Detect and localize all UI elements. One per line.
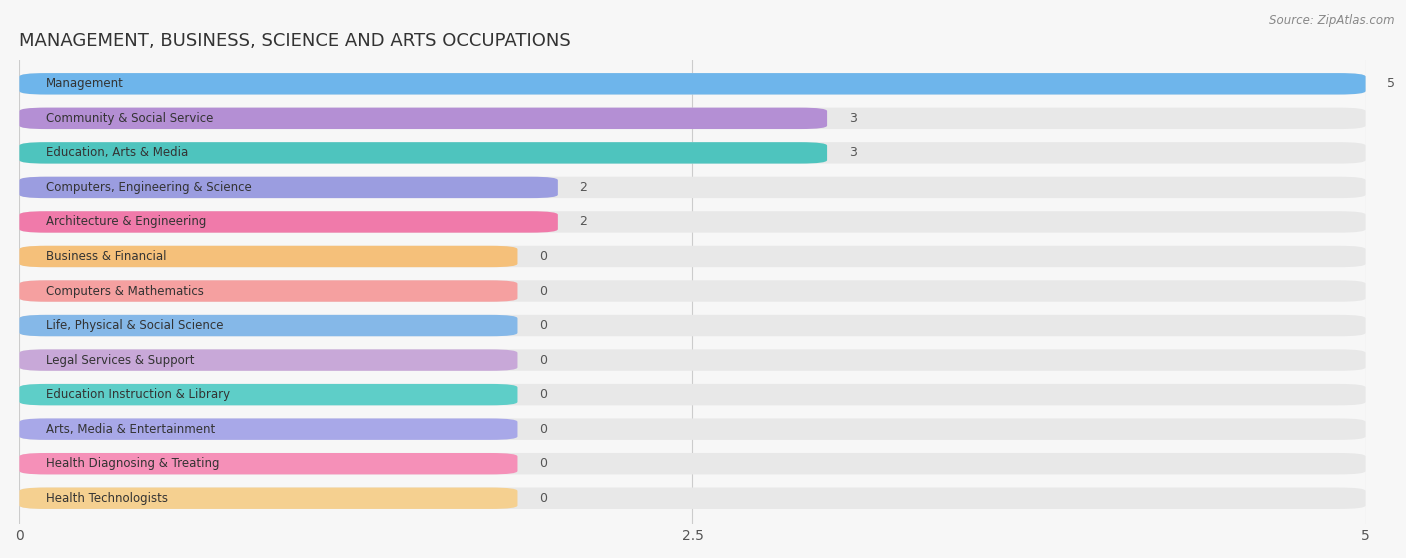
FancyBboxPatch shape <box>20 384 517 405</box>
Text: 3: 3 <box>849 112 856 125</box>
FancyBboxPatch shape <box>20 453 1365 474</box>
FancyBboxPatch shape <box>20 142 827 163</box>
Text: Computers, Engineering & Science: Computers, Engineering & Science <box>46 181 252 194</box>
FancyBboxPatch shape <box>20 315 1365 336</box>
Text: Health Diagnosing & Treating: Health Diagnosing & Treating <box>46 457 219 470</box>
FancyBboxPatch shape <box>20 280 517 302</box>
FancyBboxPatch shape <box>20 488 517 509</box>
FancyBboxPatch shape <box>20 246 517 267</box>
Text: Legal Services & Support: Legal Services & Support <box>46 354 195 367</box>
FancyBboxPatch shape <box>20 384 1365 405</box>
FancyBboxPatch shape <box>20 108 827 129</box>
Text: Architecture & Engineering: Architecture & Engineering <box>46 215 207 228</box>
FancyBboxPatch shape <box>20 349 517 371</box>
Text: 2: 2 <box>579 181 588 194</box>
Text: 3: 3 <box>849 146 856 160</box>
Text: MANAGEMENT, BUSINESS, SCIENCE AND ARTS OCCUPATIONS: MANAGEMENT, BUSINESS, SCIENCE AND ARTS O… <box>20 32 571 50</box>
FancyBboxPatch shape <box>20 246 1365 267</box>
FancyBboxPatch shape <box>20 418 517 440</box>
Text: 0: 0 <box>538 319 547 332</box>
Text: Business & Financial: Business & Financial <box>46 250 167 263</box>
FancyBboxPatch shape <box>20 177 558 198</box>
FancyBboxPatch shape <box>20 108 1365 129</box>
Text: Health Technologists: Health Technologists <box>46 492 169 505</box>
Text: 0: 0 <box>538 250 547 263</box>
Text: Arts, Media & Entertainment: Arts, Media & Entertainment <box>46 422 215 436</box>
Text: Computers & Mathematics: Computers & Mathematics <box>46 285 204 297</box>
Text: Life, Physical & Social Science: Life, Physical & Social Science <box>46 319 224 332</box>
FancyBboxPatch shape <box>20 73 1365 94</box>
Text: Source: ZipAtlas.com: Source: ZipAtlas.com <box>1270 14 1395 27</box>
Text: 0: 0 <box>538 354 547 367</box>
FancyBboxPatch shape <box>20 142 1365 163</box>
Text: Management: Management <box>46 78 124 90</box>
Text: 0: 0 <box>538 388 547 401</box>
Text: Education, Arts & Media: Education, Arts & Media <box>46 146 188 160</box>
FancyBboxPatch shape <box>20 177 1365 198</box>
Text: 0: 0 <box>538 422 547 436</box>
FancyBboxPatch shape <box>20 453 517 474</box>
Text: 2: 2 <box>579 215 588 228</box>
FancyBboxPatch shape <box>20 73 1365 94</box>
FancyBboxPatch shape <box>20 280 1365 302</box>
FancyBboxPatch shape <box>20 418 1365 440</box>
FancyBboxPatch shape <box>20 488 1365 509</box>
FancyBboxPatch shape <box>20 315 517 336</box>
Text: 0: 0 <box>538 457 547 470</box>
Text: 0: 0 <box>538 285 547 297</box>
Text: Community & Social Service: Community & Social Service <box>46 112 214 125</box>
Text: 5: 5 <box>1388 78 1395 90</box>
FancyBboxPatch shape <box>20 349 1365 371</box>
FancyBboxPatch shape <box>20 211 558 233</box>
FancyBboxPatch shape <box>20 211 1365 233</box>
Text: Education Instruction & Library: Education Instruction & Library <box>46 388 231 401</box>
Text: 0: 0 <box>538 492 547 505</box>
